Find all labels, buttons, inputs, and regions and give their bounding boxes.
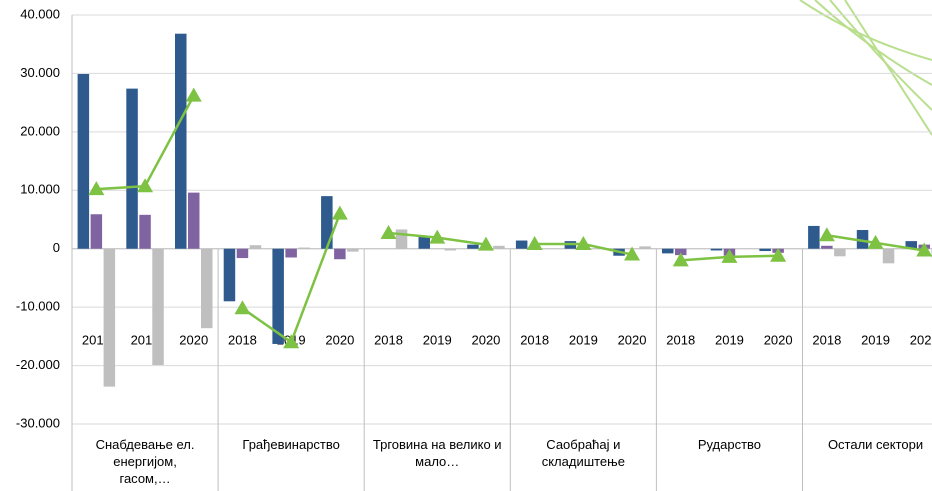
bar [126,88,138,249]
y-tick-label: -30.000 [16,415,60,430]
marker [234,300,251,315]
bar [882,248,895,264]
bar [272,248,284,344]
marker [477,236,494,251]
bar [90,214,103,249]
marker [916,242,932,257]
marker [88,181,105,196]
x-tick-label: 2019 [861,332,890,347]
x-tick-label: 2018 [228,332,257,347]
bar [759,248,771,252]
bar [223,248,236,302]
bar [236,248,249,259]
bar [493,245,505,249]
x-tick-label: 2020 [179,332,208,347]
marker [137,178,154,193]
x-tick-label: 2018 [374,332,403,347]
marker [770,247,787,262]
bar [347,248,359,252]
bar [905,241,917,249]
x-tick-label: 2020 [764,332,793,347]
bar [395,229,408,249]
bar [834,248,846,257]
marker [526,236,543,251]
x-tick-label: 2018 [520,332,549,347]
bar [675,248,687,256]
x-tick-label: 2020 [471,332,500,347]
x-tick-label: 2019 [715,332,744,347]
group-label: Рударство [697,437,762,452]
bar [808,225,820,249]
x-tick-label: 2018 [812,332,841,347]
marker [672,252,689,267]
marker [867,234,884,249]
bar [188,192,200,249]
bar [77,74,90,249]
y-tick-label: 0 [53,240,60,255]
bar [710,248,723,251]
marker [624,246,641,261]
group-label: Грађевинарство [242,437,340,452]
group-label: Снабдевање ел. енергијом, гасом,… [95,437,195,486]
bar [662,248,674,254]
bar [418,236,430,249]
bar [515,240,528,249]
bar [175,33,187,249]
marker [575,236,592,251]
bar [321,196,333,249]
marker [721,248,738,263]
x-tick-label: 2019 [131,332,160,347]
bar [856,230,869,249]
marker [380,224,397,239]
bar [639,246,651,249]
y-tick-label: 30.000 [20,65,60,80]
group-label: Трговина на велико и мало… [372,437,502,469]
bar [444,248,456,251]
x-tick-label: 2018 [82,332,111,347]
bar [467,244,479,249]
group-label: Остали сектори [827,437,924,452]
group-label: Саобраћај и складиштење [541,437,625,469]
bar [201,248,213,329]
bar [298,247,310,249]
bar [285,248,297,258]
marker [283,334,300,349]
x-tick-label: 2020 [325,332,354,347]
x-tick-label: 2018 [666,332,695,347]
marker [429,229,446,244]
y-tick-label: 10.000 [20,182,60,197]
x-tick-label: 2020 [618,332,647,347]
marker [818,227,835,242]
y-tick-label: 40.000 [20,6,60,21]
bar [249,245,262,249]
bar [821,245,833,249]
x-tick-label: 2019 [569,332,598,347]
y-tick-label: -10.000 [16,299,60,314]
x-tick-label: 2020 [910,332,932,347]
marker [185,87,202,102]
bar [334,248,346,260]
marker [331,205,348,220]
x-tick-label: 2019 [423,332,452,347]
decoration [799,0,932,136]
bar [139,214,151,249]
bar [152,248,164,365]
y-tick-label: -20.000 [16,357,60,372]
bar [103,248,116,387]
y-tick-label: 20.000 [20,123,60,138]
